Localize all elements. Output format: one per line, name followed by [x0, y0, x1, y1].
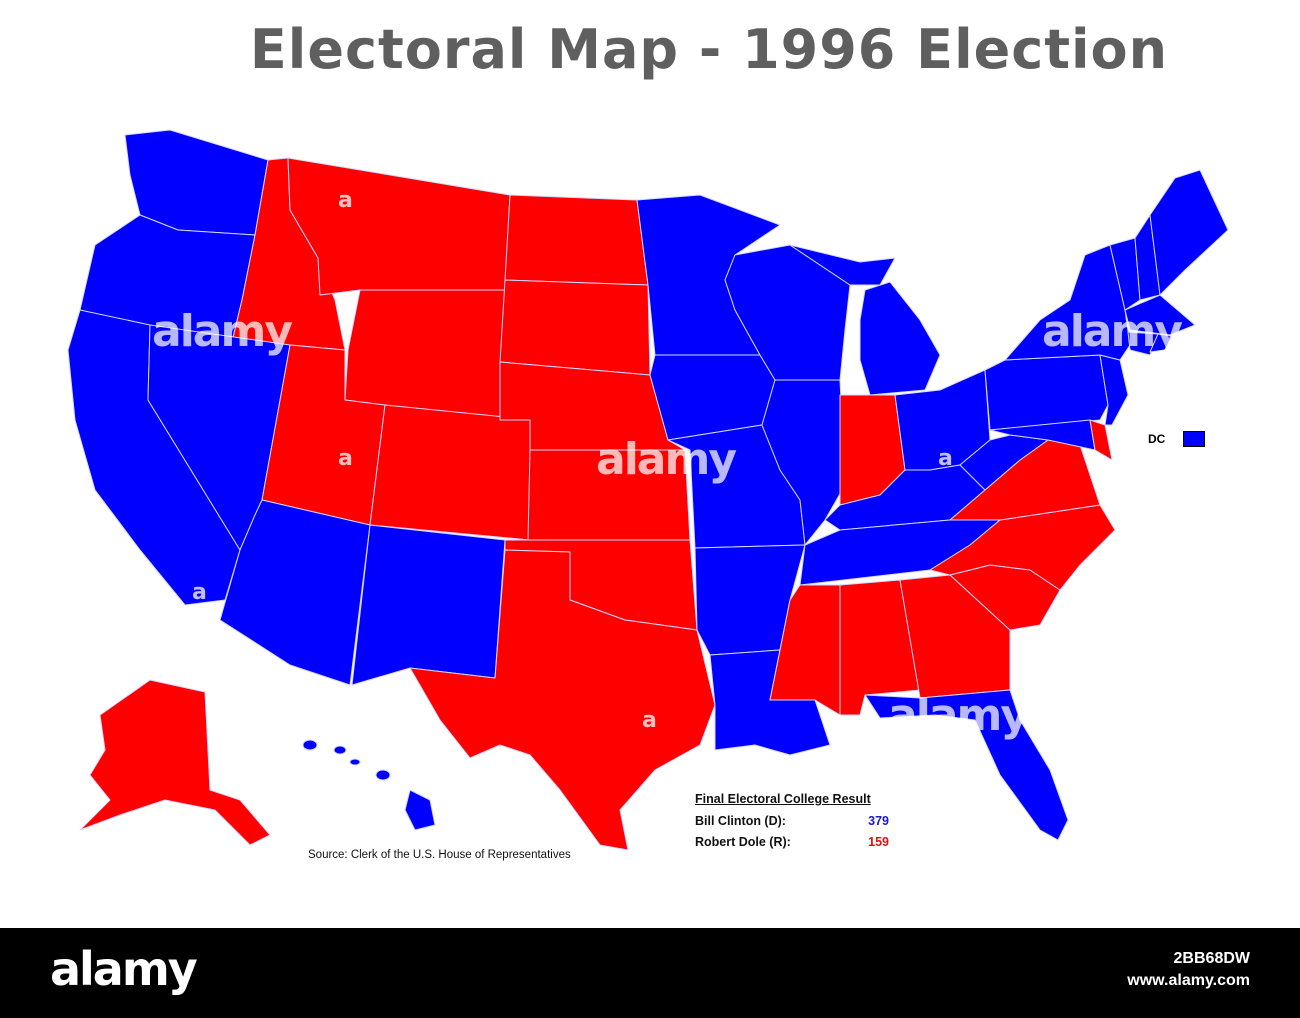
source-note: Source: Clerk of the U.S. House of Repre…	[308, 849, 571, 861]
state-michigan-upper[interactable]	[789, 244, 896, 286]
candidate-name: Robert Dole (R):	[695, 835, 791, 849]
result-row-dole: Robert Dole (R): 159	[695, 832, 895, 853]
site-url: www.alamy.com	[1127, 972, 1250, 989]
electoral-results-box: Final Electoral College Result Bill Clin…	[695, 792, 895, 853]
watermark-mark: a	[338, 446, 353, 471]
dc-label: DC	[1148, 432, 1166, 446]
watermark-mark: a	[642, 708, 657, 733]
state-delaware[interactable]	[1089, 419, 1113, 461]
state-florida[interactable]	[864, 689, 1069, 841]
state-colorado[interactable]	[369, 404, 536, 541]
state-rhode-island[interactable]	[1149, 333, 1173, 353]
state-georgia[interactable]	[899, 574, 1011, 699]
state-alaska[interactable]	[79, 679, 271, 846]
footer-logo: alamy	[50, 942, 198, 996]
state-michigan[interactable]	[859, 281, 941, 396]
state-north-dakota[interactable]	[504, 194, 649, 286]
map-title: Electoral Map - 1996 Election	[249, 18, 1169, 81]
watermark-mark: a	[192, 580, 207, 605]
result-row-clinton: Bill Clinton (D): 379	[695, 811, 895, 832]
watermark-text: alamy	[888, 690, 1029, 741]
footer-bar: alamy 2BB68DW www.alamy.com	[0, 928, 1300, 1018]
state-maryland[interactable]	[989, 419, 1096, 451]
state-pennsylvania[interactable]	[984, 354, 1109, 431]
state-maine[interactable]	[1149, 169, 1229, 296]
state-montana[interactable]	[287, 157, 511, 296]
state-wyoming[interactable]	[344, 289, 506, 421]
state-texas[interactable]	[409, 549, 716, 851]
watermark-mark: a	[938, 446, 953, 471]
candidate-votes: 379	[868, 814, 889, 828]
image-id: 2BB68DW	[1173, 950, 1250, 967]
candidate-votes: 159	[868, 835, 889, 849]
watermark-text: alamy	[1042, 306, 1183, 357]
results-heading: Final Electoral College Result	[695, 792, 871, 806]
footer-image-info: 2BB68DW www.alamy.com	[1127, 948, 1250, 992]
state-north-carolina[interactable]	[929, 504, 1116, 591]
dc-swatch[interactable]	[1183, 431, 1205, 447]
us-electoral-map	[67, 129, 1229, 851]
watermark-text: alamy	[152, 306, 293, 357]
state-massachusetts[interactable]	[1124, 294, 1196, 336]
state-hawaii[interactable]	[302, 739, 436, 831]
state-new-mexico[interactable]	[351, 524, 506, 686]
watermark-mark: a	[338, 188, 353, 213]
candidate-name: Bill Clinton (D):	[695, 814, 786, 828]
state-connecticut[interactable]	[1127, 331, 1159, 356]
state-south-dakota[interactable]	[499, 279, 651, 376]
watermark-text: alamy	[596, 434, 737, 485]
